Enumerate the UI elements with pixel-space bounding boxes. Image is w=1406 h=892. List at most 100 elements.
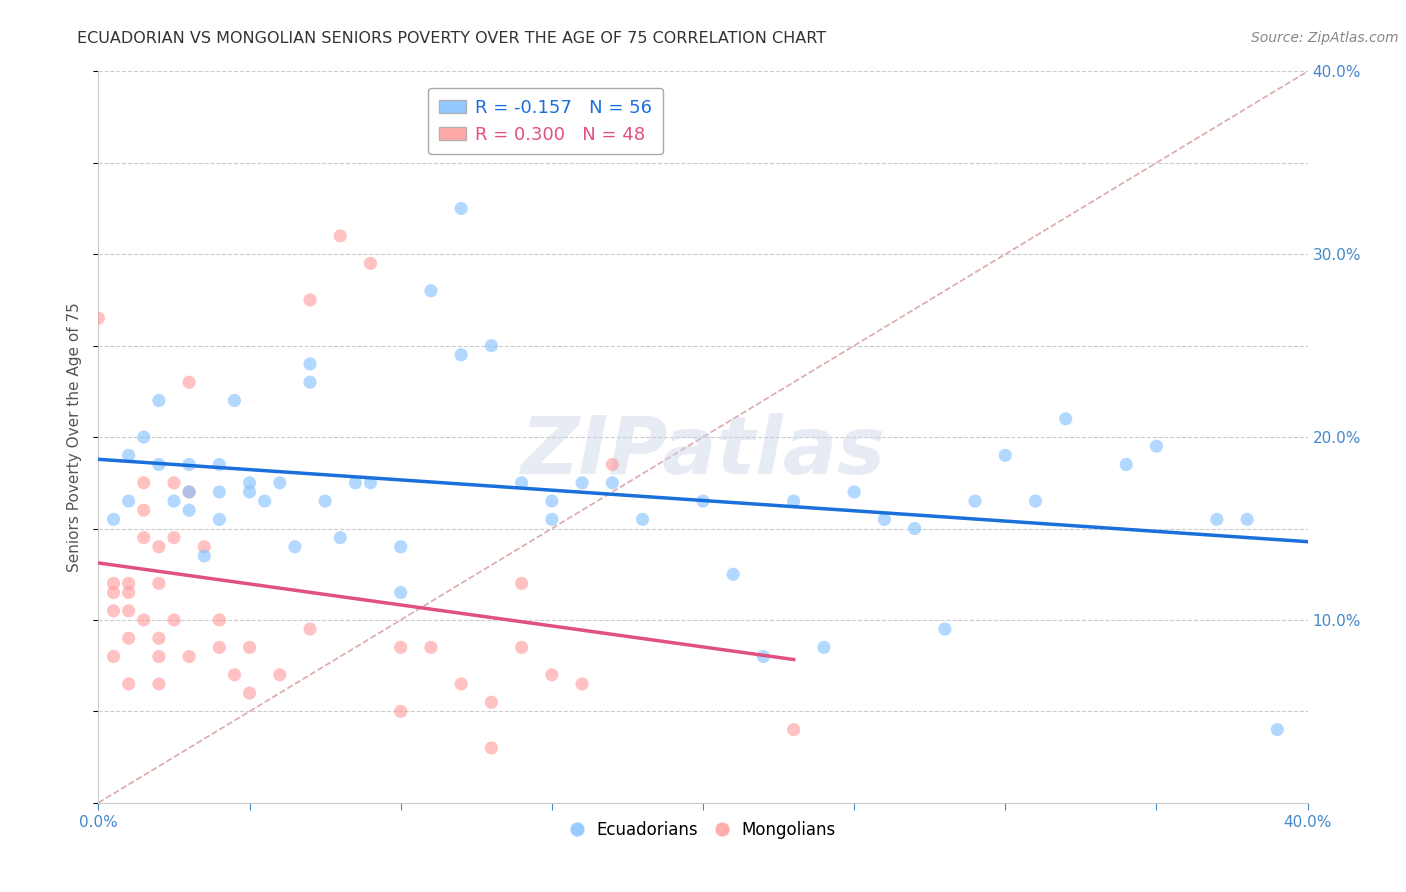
Point xyxy=(299,375,322,389)
Point xyxy=(510,475,533,490)
Point xyxy=(1236,512,1258,526)
Point xyxy=(208,485,231,500)
Point xyxy=(540,667,562,681)
Point xyxy=(87,311,110,326)
Point xyxy=(1024,494,1046,508)
Point xyxy=(132,503,155,517)
Point xyxy=(314,494,336,508)
Point xyxy=(179,375,201,389)
Point xyxy=(389,585,412,599)
Point xyxy=(148,632,170,646)
Point xyxy=(510,640,533,655)
Point xyxy=(481,338,503,352)
Point xyxy=(179,649,201,664)
Point xyxy=(965,494,987,508)
Point xyxy=(571,475,593,490)
Point xyxy=(103,512,125,526)
Point xyxy=(179,485,201,500)
Point xyxy=(420,640,443,655)
Point xyxy=(132,430,155,444)
Point xyxy=(752,649,775,664)
Point xyxy=(132,531,155,545)
Point xyxy=(994,448,1017,462)
Point xyxy=(239,640,262,655)
Point xyxy=(299,357,322,371)
Text: Source: ZipAtlas.com: Source: ZipAtlas.com xyxy=(1251,31,1399,45)
Point xyxy=(481,740,503,755)
Point xyxy=(239,475,262,490)
Point xyxy=(329,229,352,244)
Point xyxy=(450,677,472,691)
Point xyxy=(420,284,443,298)
Point xyxy=(540,494,562,508)
Point xyxy=(269,475,291,490)
Point xyxy=(193,540,215,554)
Point xyxy=(1054,412,1077,426)
Point xyxy=(481,695,503,709)
Point xyxy=(360,256,382,270)
Point xyxy=(118,585,141,599)
Point xyxy=(208,458,231,472)
Point xyxy=(344,475,367,490)
Point xyxy=(329,531,352,545)
Point xyxy=(1206,512,1229,526)
Point xyxy=(118,632,141,646)
Point xyxy=(602,475,624,490)
Point xyxy=(783,494,806,508)
Point xyxy=(179,458,201,472)
Point xyxy=(193,549,215,563)
Point xyxy=(813,640,835,655)
Point xyxy=(118,494,141,508)
Point xyxy=(934,622,956,636)
Point xyxy=(510,576,533,591)
Point xyxy=(118,604,141,618)
Point xyxy=(1115,458,1137,472)
Point xyxy=(450,348,472,362)
Text: ZIPatlas: ZIPatlas xyxy=(520,413,886,491)
Point xyxy=(179,485,201,500)
Point xyxy=(389,540,412,554)
Point xyxy=(269,667,291,681)
Point xyxy=(224,667,246,681)
Point xyxy=(132,613,155,627)
Point xyxy=(208,512,231,526)
Point xyxy=(103,576,125,591)
Point xyxy=(602,458,624,472)
Point xyxy=(360,475,382,490)
Point xyxy=(103,585,125,599)
Point xyxy=(148,649,170,664)
Point xyxy=(239,686,262,700)
Legend: Ecuadorians, Mongolians: Ecuadorians, Mongolians xyxy=(564,814,842,846)
Point xyxy=(163,531,186,545)
Point xyxy=(253,494,276,508)
Point xyxy=(118,677,141,691)
Point xyxy=(148,540,170,554)
Point xyxy=(163,613,186,627)
Point xyxy=(873,512,896,526)
Y-axis label: Seniors Poverty Over the Age of 75: Seniors Poverty Over the Age of 75 xyxy=(67,302,83,572)
Point xyxy=(783,723,806,737)
Point xyxy=(118,448,141,462)
Point xyxy=(148,576,170,591)
Text: ECUADORIAN VS MONGOLIAN SENIORS POVERTY OVER THE AGE OF 75 CORRELATION CHART: ECUADORIAN VS MONGOLIAN SENIORS POVERTY … xyxy=(77,31,827,46)
Point xyxy=(179,503,201,517)
Point xyxy=(904,521,927,535)
Point xyxy=(148,458,170,472)
Point xyxy=(163,494,186,508)
Point xyxy=(540,512,562,526)
Point xyxy=(132,475,155,490)
Point xyxy=(844,485,866,500)
Point xyxy=(103,649,125,664)
Point xyxy=(1267,723,1289,737)
Point xyxy=(299,622,322,636)
Point xyxy=(1144,439,1167,453)
Point xyxy=(224,393,246,408)
Point xyxy=(284,540,307,554)
Point xyxy=(571,677,593,691)
Point xyxy=(389,705,412,719)
Point xyxy=(148,677,170,691)
Point xyxy=(163,475,186,490)
Point xyxy=(148,393,170,408)
Point xyxy=(118,576,141,591)
Point xyxy=(631,512,654,526)
